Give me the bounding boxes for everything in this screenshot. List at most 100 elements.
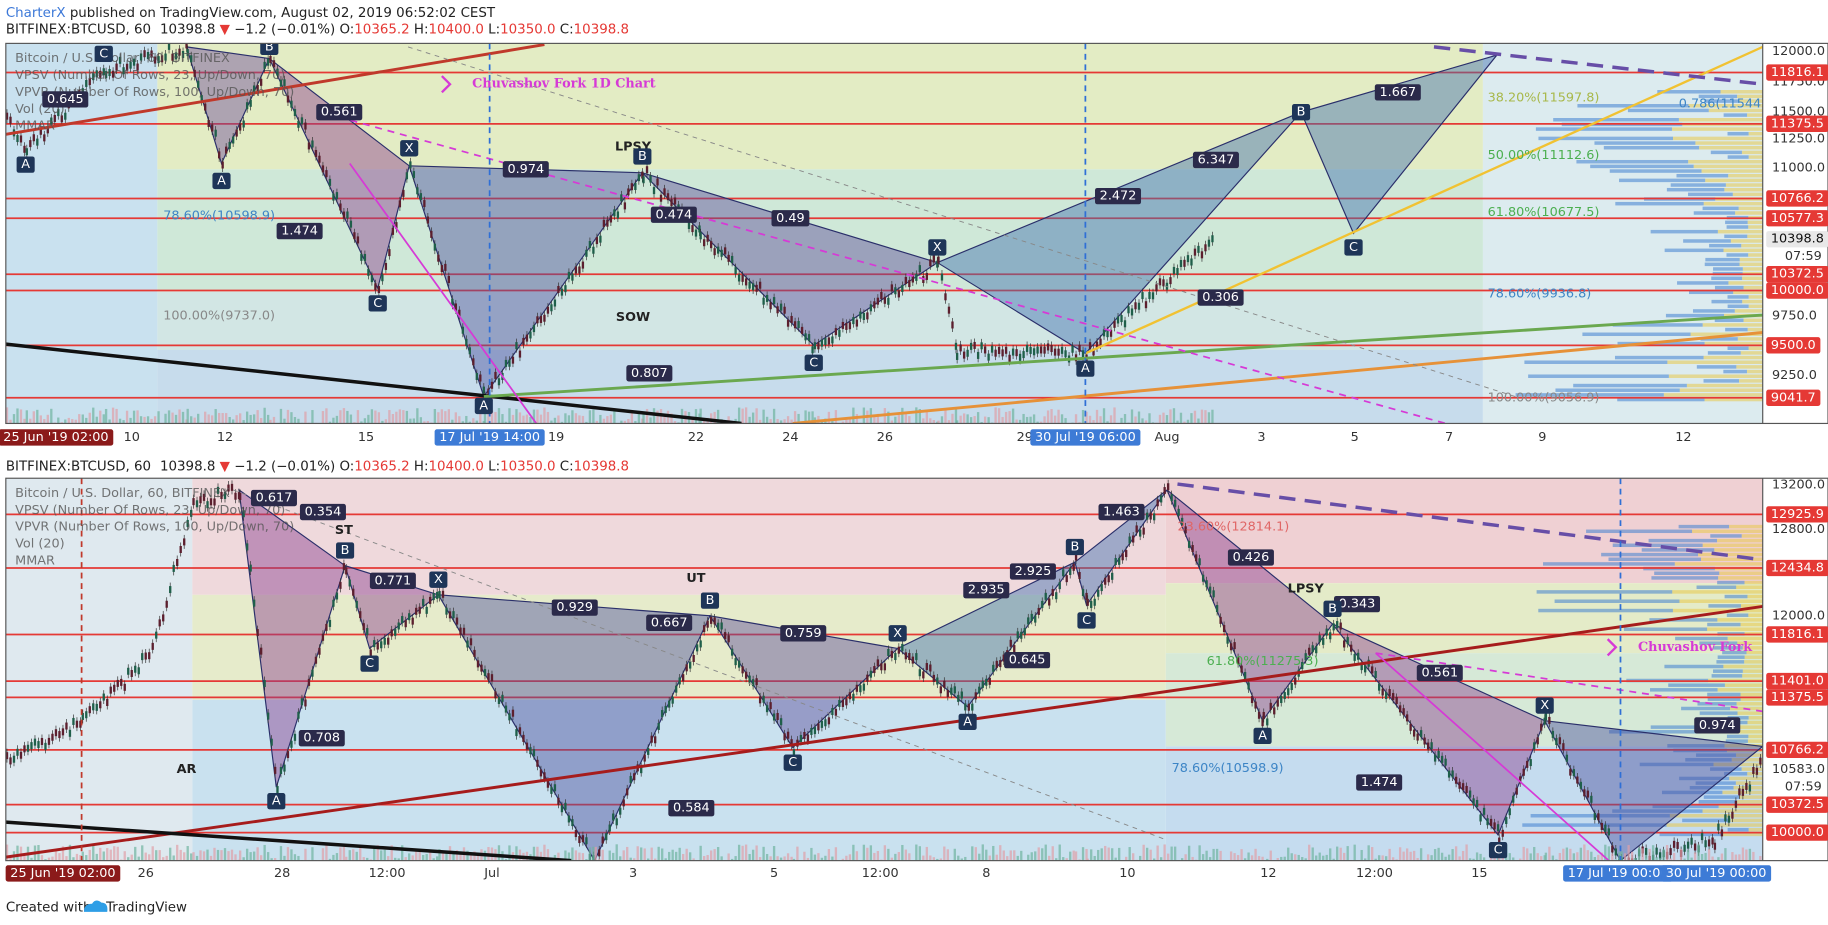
volume-bar <box>476 853 480 861</box>
volume-bar <box>592 846 595 861</box>
trend-line <box>349 162 537 424</box>
volume-profile-bar <box>1723 369 1747 374</box>
candle <box>786 319 790 327</box>
candle <box>345 567 348 575</box>
pattern-point-text: A <box>1258 728 1267 743</box>
pattern-point: C <box>360 655 379 672</box>
candle <box>352 588 355 596</box>
candle <box>1009 639 1012 647</box>
candle <box>130 669 133 677</box>
volume-bar <box>682 853 685 861</box>
volume-bar <box>1043 416 1046 424</box>
volume-profile-bar <box>1668 374 1763 378</box>
volume-bar <box>1683 858 1686 861</box>
candle <box>790 315 793 323</box>
volume-bar <box>497 845 501 861</box>
volume-bar <box>1479 853 1482 861</box>
volume-bar <box>81 414 84 424</box>
price-tag-text: 9500.0 <box>1771 338 1816 353</box>
pattern-point-text: A <box>21 157 30 172</box>
publisher[interactable]: CharterX <box>6 6 66 21</box>
pattern-point-text: X <box>933 240 942 255</box>
volume-bar <box>925 409 928 424</box>
volume-bar <box>384 419 388 424</box>
candle <box>637 174 641 182</box>
volume-bar <box>61 846 65 861</box>
candle <box>46 126 49 134</box>
volume-bar <box>1409 851 1412 861</box>
volume-bar <box>279 408 283 424</box>
volume-bar <box>206 849 209 861</box>
volume-bar <box>106 848 109 861</box>
volume-bar <box>741 408 744 424</box>
candle <box>702 625 706 633</box>
volume-bar <box>852 407 855 424</box>
volume-bar <box>71 419 74 424</box>
volume-profile-bar <box>1693 164 1763 169</box>
candle <box>1683 844 1686 852</box>
volume-bar <box>99 410 102 424</box>
candle <box>1229 643 1233 651</box>
candle <box>238 123 242 131</box>
candle <box>571 273 574 281</box>
volume-bar <box>1111 848 1114 861</box>
candle <box>915 653 918 661</box>
volume-profile-bar <box>1746 369 1763 374</box>
volume-bar <box>713 849 716 861</box>
ratio-label: 0.667 <box>646 614 693 631</box>
candle <box>973 341 976 349</box>
pattern-shape <box>936 111 1302 355</box>
volume-profile-bar <box>1718 804 1763 809</box>
candle <box>99 701 102 709</box>
volume-profile-bar <box>1673 136 1763 141</box>
volume-bar <box>1169 409 1172 424</box>
volume-profile-bar <box>1717 655 1745 659</box>
volume-bar <box>918 409 921 424</box>
candle <box>238 492 242 500</box>
candle <box>335 592 339 600</box>
volume-bar <box>1208 857 1212 861</box>
volume-bar <box>663 414 666 424</box>
candle <box>1430 742 1433 750</box>
candle <box>120 678 123 686</box>
candle <box>595 237 599 245</box>
trend-line <box>232 489 1166 841</box>
volume-bar <box>150 418 153 424</box>
volume-bar <box>1030 852 1033 861</box>
volume-bar <box>102 851 105 861</box>
brand[interactable]: TradingView <box>105 900 187 915</box>
candle <box>1132 535 1135 543</box>
volume-profile-bar <box>1704 262 1740 267</box>
candle <box>1381 688 1384 696</box>
volume-bar <box>894 416 897 424</box>
candle <box>44 742 47 750</box>
time-tag-bg <box>0 429 114 446</box>
volume-bar <box>1055 858 1058 861</box>
candle <box>494 371 497 379</box>
candle <box>58 731 61 739</box>
volume-bar <box>290 412 293 424</box>
volume-bar <box>1170 846 1173 861</box>
volume-profile-bar <box>1741 150 1763 155</box>
candle <box>157 56 160 64</box>
candle <box>1152 513 1156 521</box>
volume-bar <box>1106 421 1109 424</box>
ohlc-value: 10365.2 <box>354 22 409 37</box>
volume-profile-bar <box>1612 809 1703 813</box>
volume-profile-bar <box>1582 332 1691 337</box>
volume-bar <box>636 846 639 861</box>
ratio-label-text: 0.561 <box>321 105 358 120</box>
candle <box>23 745 26 753</box>
volume-profile-bar <box>1710 534 1742 538</box>
volume-profile-bar <box>1617 341 1705 346</box>
candle <box>172 564 175 572</box>
volume-bar <box>1034 851 1037 861</box>
candle <box>769 702 772 710</box>
candle <box>81 712 84 720</box>
price-tick: 12800.0 <box>1772 522 1825 537</box>
candle <box>525 742 529 750</box>
volume-bar <box>627 419 630 424</box>
pattern-point-text: C <box>1349 240 1358 255</box>
volume-bar <box>691 418 694 424</box>
ratio-label-text: 0.49 <box>776 211 805 226</box>
